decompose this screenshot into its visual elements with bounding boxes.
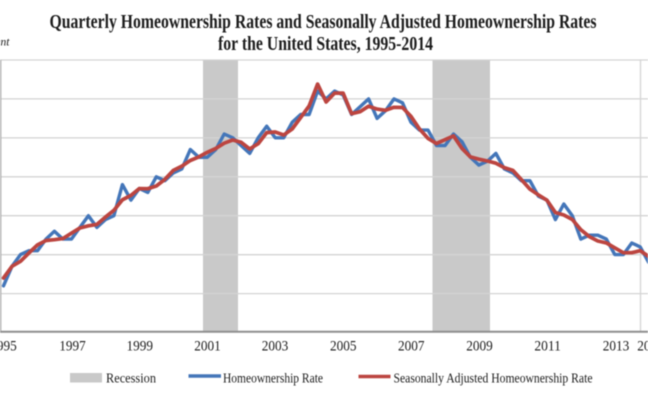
svg-text:for the United States, 1995-20: for the United States, 1995-2014 <box>218 34 433 55</box>
svg-text:2005: 2005 <box>330 339 357 355</box>
svg-text:Percent: Percent <box>0 37 10 49</box>
svg-text:2013: 2013 <box>603 339 630 355</box>
svg-text:1995: 1995 <box>0 339 17 355</box>
svg-text:Recession: Recession <box>106 371 156 386</box>
svg-text:2003: 2003 <box>262 339 289 355</box>
svg-text:1999: 1999 <box>127 339 154 355</box>
svg-text:2007: 2007 <box>398 339 425 355</box>
svg-text:Homeownership Rate: Homeownership Rate <box>223 371 323 386</box>
svg-text:2009: 2009 <box>466 339 493 355</box>
svg-text:2011: 2011 <box>534 339 561 355</box>
svg-text:Seasonally Adjusted Homeowners: Seasonally Adjusted Homeownership Rate <box>394 371 593 386</box>
svg-text:Quarterly Homeownership Rates: Quarterly Homeownership Rates and Season… <box>50 12 597 33</box>
svg-text:2014: 2014 <box>637 339 648 355</box>
svg-text:2001: 2001 <box>194 339 221 355</box>
svg-text:1997: 1997 <box>59 339 86 355</box>
